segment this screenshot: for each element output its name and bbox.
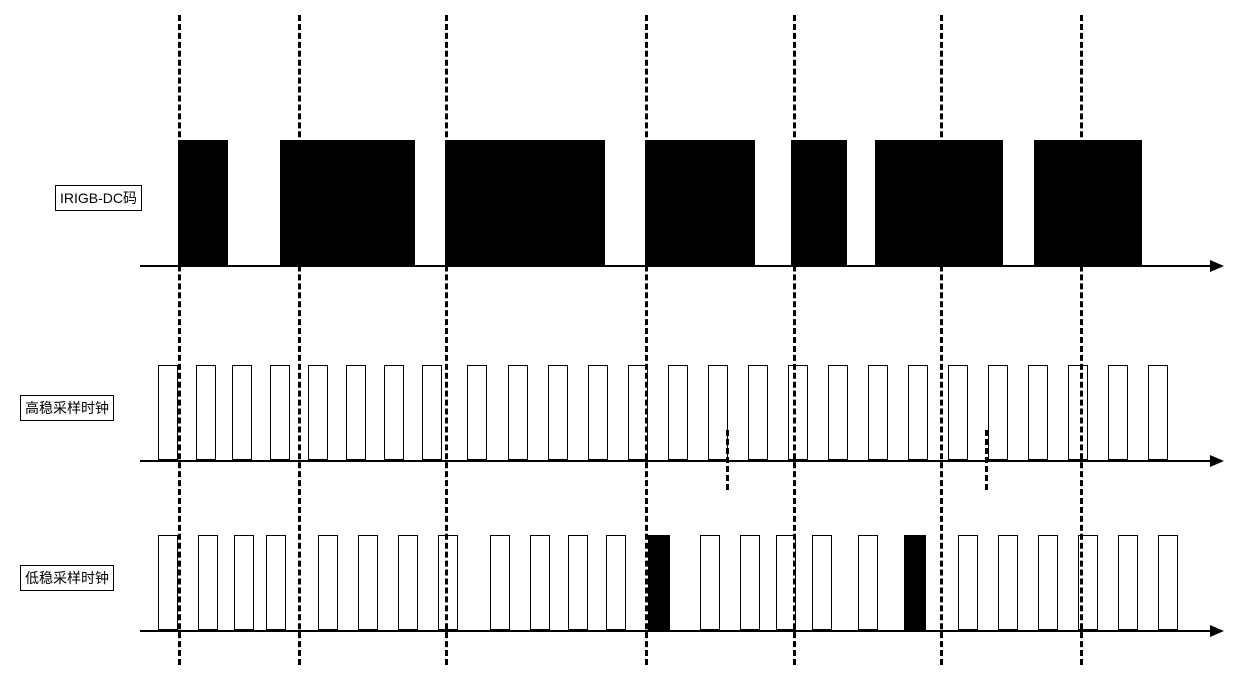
row-irigb-pulse-3	[645, 140, 755, 265]
row-high-clock-pulse-13	[668, 365, 688, 460]
row-low-clock-pulse-3	[266, 535, 286, 630]
row-high-clock-pulse-25	[1148, 365, 1168, 460]
row-low-clock-pulse-13	[740, 535, 760, 630]
row-high-clock-pulse-17	[828, 365, 848, 460]
row-low-clock-pulse-5	[358, 535, 378, 630]
row-low-clock-pulse-1	[198, 535, 218, 630]
row-low-clock-pulse-2	[234, 535, 254, 630]
row-high-clock-pulse-2	[232, 365, 252, 460]
vertical-dashed-line-3	[645, 15, 648, 665]
row-low-clock-pulse-8	[490, 535, 510, 630]
vertical-dashed-line-5	[940, 15, 943, 665]
vertical-dashed-line-1	[298, 15, 301, 665]
row-high-clock-pulse-15	[748, 365, 768, 460]
row-high-clock-pulse-1	[196, 365, 216, 460]
row-low-clock-pulse-12	[700, 535, 720, 630]
row-irigb-pulse-5	[875, 140, 1003, 265]
row-low-clock-pulse-9	[530, 535, 550, 630]
row-high-clock-pulse-6	[384, 365, 404, 460]
row-irigb-pulse-4	[791, 140, 847, 265]
short-dash-mark-0	[726, 430, 729, 490]
row-high-clock-pulse-7	[422, 365, 442, 460]
row-high-clock-pulse-22	[1028, 365, 1048, 460]
row-low-clock-pulse-6	[398, 535, 418, 630]
row-high-clock-pulse-14	[708, 365, 728, 460]
row-irigb-arrow	[1210, 260, 1224, 272]
row-low-clock-pulse-4	[318, 535, 338, 630]
row-high-clock-pulse-18	[868, 365, 888, 460]
row-low-clock-pulse-10	[568, 535, 588, 630]
row-low-clock-arrow	[1210, 625, 1224, 637]
row-low-clock-label: 低稳采样时钟	[20, 565, 114, 591]
row-low-clock-pulse-7	[438, 535, 458, 630]
row-irigb-pulse-6	[1034, 140, 1142, 265]
row-low-clock-pulse-17	[958, 535, 978, 630]
row-low-clock-pulse-18	[998, 535, 1018, 630]
row-low-clock-pulse-21	[1118, 535, 1138, 630]
row-high-clock-pulse-21	[988, 365, 1008, 460]
row-irigb-label: IRIGB-DC码	[55, 185, 142, 211]
row-high-clock-pulse-11	[588, 365, 608, 460]
row-low-clock-filled-pulse-0	[648, 535, 670, 630]
row-high-clock-pulse-4	[308, 365, 328, 460]
row-high-clock-pulse-10	[548, 365, 568, 460]
row-low-clock-pulse-16	[858, 535, 878, 630]
row-high-clock-pulse-16	[788, 365, 808, 460]
row-high-clock-arrow	[1210, 455, 1224, 467]
row-high-clock-pulse-3	[270, 365, 290, 460]
row-high-clock-pulse-19	[908, 365, 928, 460]
row-low-clock-pulse-15	[812, 535, 832, 630]
vertical-dashed-line-2	[445, 15, 448, 665]
row-high-clock-pulse-9	[508, 365, 528, 460]
vertical-dashed-line-0	[178, 15, 181, 665]
row-irigb-pulse-0	[178, 140, 228, 265]
row-low-clock-pulse-19	[1038, 535, 1058, 630]
row-high-clock-pulse-23	[1068, 365, 1088, 460]
timing-diagram: IRIGB-DC码高稳采样时钟低稳采样时钟	[0, 0, 1240, 681]
vertical-dashed-line-6	[1080, 15, 1083, 665]
row-high-clock-pulse-5	[346, 365, 366, 460]
short-dash-mark-1	[985, 430, 988, 490]
row-high-clock-pulse-8	[467, 365, 487, 460]
row-high-clock-pulse-20	[948, 365, 968, 460]
row-low-clock-pulse-0	[158, 535, 178, 630]
row-high-clock-pulse-0	[158, 365, 178, 460]
row-low-clock-pulse-22	[1158, 535, 1178, 630]
vertical-dashed-line-4	[793, 15, 796, 665]
row-low-clock-pulse-11	[606, 535, 626, 630]
row-high-clock-label: 高稳采样时钟	[20, 395, 114, 421]
row-irigb-pulse-2	[445, 140, 605, 265]
row-high-clock-pulse-24	[1108, 365, 1128, 460]
row-low-clock-filled-pulse-1	[904, 535, 926, 630]
